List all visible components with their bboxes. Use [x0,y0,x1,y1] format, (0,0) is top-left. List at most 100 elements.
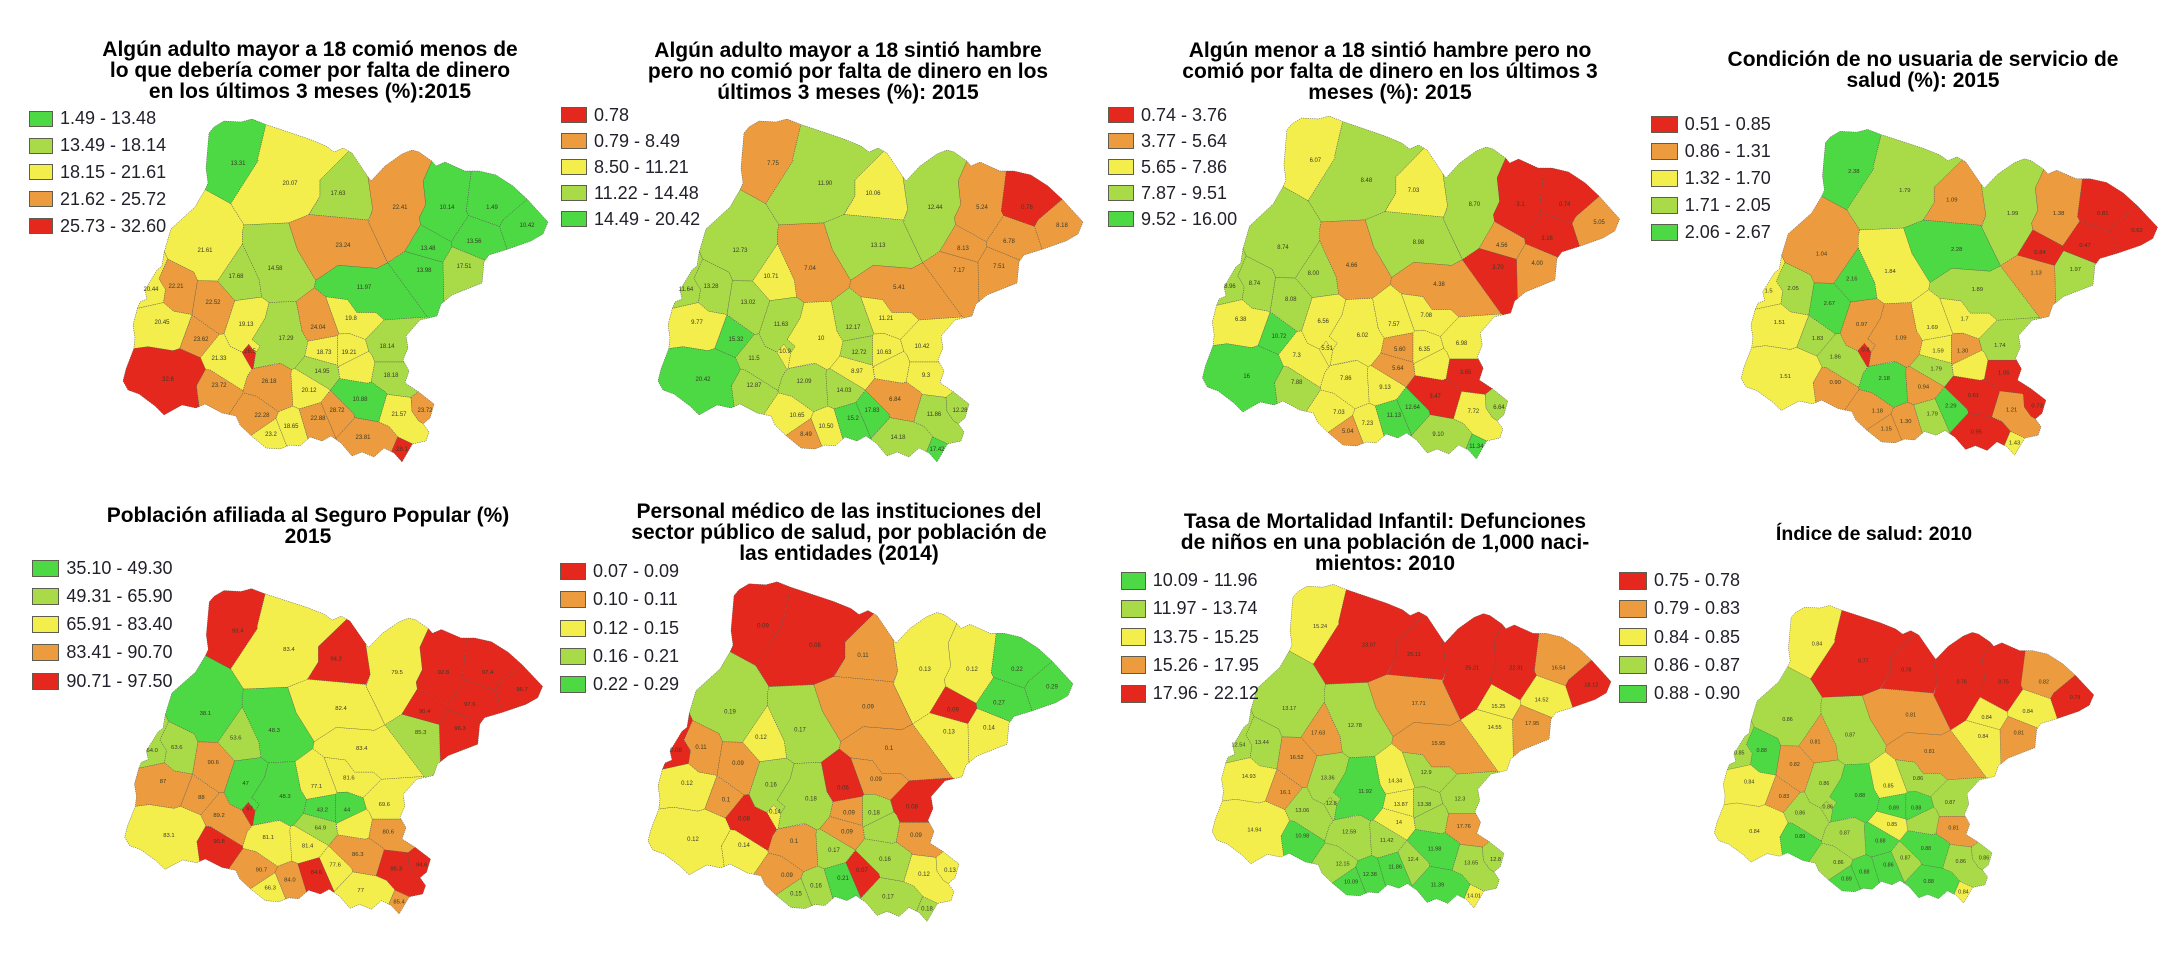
svg-text:7.86: 7.86 [1340,376,1352,382]
svg-text:81.4: 81.4 [302,844,314,850]
svg-text:0.22: 0.22 [1011,667,1023,673]
svg-text:4.00: 4.00 [1531,261,1543,267]
svg-text:82.4: 82.4 [335,706,347,712]
svg-text:6.78: 6.78 [1003,239,1015,245]
svg-text:10.65: 10.65 [789,413,805,419]
svg-text:1.38: 1.38 [2053,211,2064,217]
svg-text:0.11: 0.11 [857,653,869,659]
svg-text:0.12: 0.12 [966,667,978,673]
svg-text:1.79: 1.79 [1899,188,1910,194]
svg-text:0.81: 0.81 [1924,749,1934,755]
svg-text:26.18: 26.18 [261,379,277,385]
svg-text:17.63: 17.63 [330,191,346,197]
svg-text:0.1: 0.1 [790,839,799,845]
svg-text:11.13: 11.13 [1387,413,1402,419]
svg-text:18.18: 18.18 [383,373,399,379]
svg-text:13.06: 13.06 [1295,808,1309,814]
svg-text:4.38: 4.38 [1433,282,1445,288]
svg-text:1.21: 1.21 [2006,408,2017,414]
svg-text:19.13: 19.13 [238,322,254,328]
svg-text:0.89: 0.89 [1795,834,1805,840]
svg-text:17.63: 17.63 [1311,730,1325,736]
svg-text:85.4: 85.4 [393,900,405,906]
svg-text:0.86: 0.86 [1833,860,1843,866]
svg-text:0.13: 0.13 [943,729,955,735]
svg-text:0.87: 0.87 [1845,733,1855,739]
svg-text:8.49: 8.49 [800,432,812,438]
svg-text:0.84: 0.84 [1744,779,1754,785]
svg-text:0.97: 0.97 [1856,322,1867,328]
svg-text:8.97: 8.97 [851,369,863,375]
svg-text:5.60: 5.60 [1394,347,1406,353]
svg-text:0.14: 0.14 [738,843,750,849]
svg-text:96.7: 96.7 [516,687,527,693]
svg-text:17.42: 17.42 [929,447,945,453]
svg-text:11.98: 11.98 [1428,847,1442,853]
svg-text:1.86: 1.86 [1830,354,1841,360]
svg-text:12.4: 12.4 [1408,857,1419,863]
svg-text:14.95: 14.95 [314,369,330,375]
svg-text:66.3: 66.3 [264,885,275,891]
svg-text:4.56: 4.56 [1496,243,1508,249]
svg-text:0.08: 0.08 [670,748,682,754]
svg-text:10.50: 10.50 [818,424,834,430]
svg-text:0.62: 0.62 [2131,228,2142,234]
svg-text:64.0: 64.0 [146,748,157,754]
svg-text:94.2: 94.2 [330,657,341,663]
svg-text:1.5: 1.5 [1764,289,1772,295]
svg-text:1.99: 1.99 [2007,211,2018,217]
svg-text:13.02: 13.02 [740,300,756,306]
svg-text:6.64: 6.64 [1493,405,1505,411]
svg-text:7.51: 7.51 [993,264,1005,270]
svg-text:15.25: 15.25 [1491,704,1505,710]
svg-text:14.52: 14.52 [1535,697,1549,703]
svg-text:14.55: 14.55 [1488,725,1502,731]
svg-text:1.59: 1.59 [1932,349,1943,355]
svg-text:12.15: 12.15 [1336,862,1350,868]
svg-text:18.14: 18.14 [379,344,395,350]
svg-text:2.16: 2.16 [1846,276,1857,282]
svg-text:0.87: 0.87 [1945,800,1955,806]
svg-text:14: 14 [1396,820,1402,826]
svg-text:13.13: 13.13 [870,243,886,249]
svg-text:20.12: 20.12 [301,388,317,394]
svg-text:0.17: 0.17 [828,848,840,854]
svg-text:53.6: 53.6 [230,736,241,742]
svg-text:0.16: 0.16 [879,857,891,863]
svg-text:15.24: 15.24 [1313,624,1327,630]
svg-text:16.52: 16.52 [1290,755,1304,761]
svg-text:0.47: 0.47 [2079,243,2090,249]
svg-text:1.43: 1.43 [2009,441,2020,447]
svg-text:0.8: 0.8 [1862,348,1870,354]
svg-text:93.4: 93.4 [232,628,244,634]
svg-text:8.00: 8.00 [1308,271,1320,277]
svg-text:2.38: 2.38 [1848,169,1859,175]
svg-text:25.21: 25.21 [1465,665,1479,671]
svg-text:0.74: 0.74 [1559,202,1571,208]
svg-text:15.95: 15.95 [1431,741,1445,747]
svg-text:0.81: 0.81 [2097,211,2108,217]
svg-text:23.81: 23.81 [355,435,371,441]
svg-text:89.2: 89.2 [213,813,224,819]
svg-text:23.62: 23.62 [193,337,209,343]
svg-text:1.83: 1.83 [1812,336,1823,342]
svg-text:0.88: 0.88 [1911,805,1921,811]
svg-text:0.18: 0.18 [868,810,880,816]
svg-text:92.8: 92.8 [438,670,449,676]
svg-text:0.94: 0.94 [1918,385,1930,391]
svg-text:21.57: 21.57 [391,412,407,418]
svg-text:97: 97 [246,807,253,813]
svg-text:0.81: 0.81 [1906,713,1916,719]
svg-text:38.1: 38.1 [200,711,211,717]
svg-text:0.85: 0.85 [1734,751,1744,757]
svg-text:97.6: 97.6 [464,702,475,708]
svg-text:20.44: 20.44 [143,287,159,293]
svg-text:23.2: 23.2 [265,432,277,438]
svg-text:90.6: 90.6 [207,760,218,766]
svg-text:13.65: 13.65 [1464,861,1478,867]
svg-text:8.08: 8.08 [1285,297,1297,303]
svg-text:22.31: 22.31 [1509,665,1523,671]
svg-text:14.03: 14.03 [836,388,852,394]
svg-text:24.04: 24.04 [310,325,326,331]
svg-text:0.86: 0.86 [1823,805,1833,811]
